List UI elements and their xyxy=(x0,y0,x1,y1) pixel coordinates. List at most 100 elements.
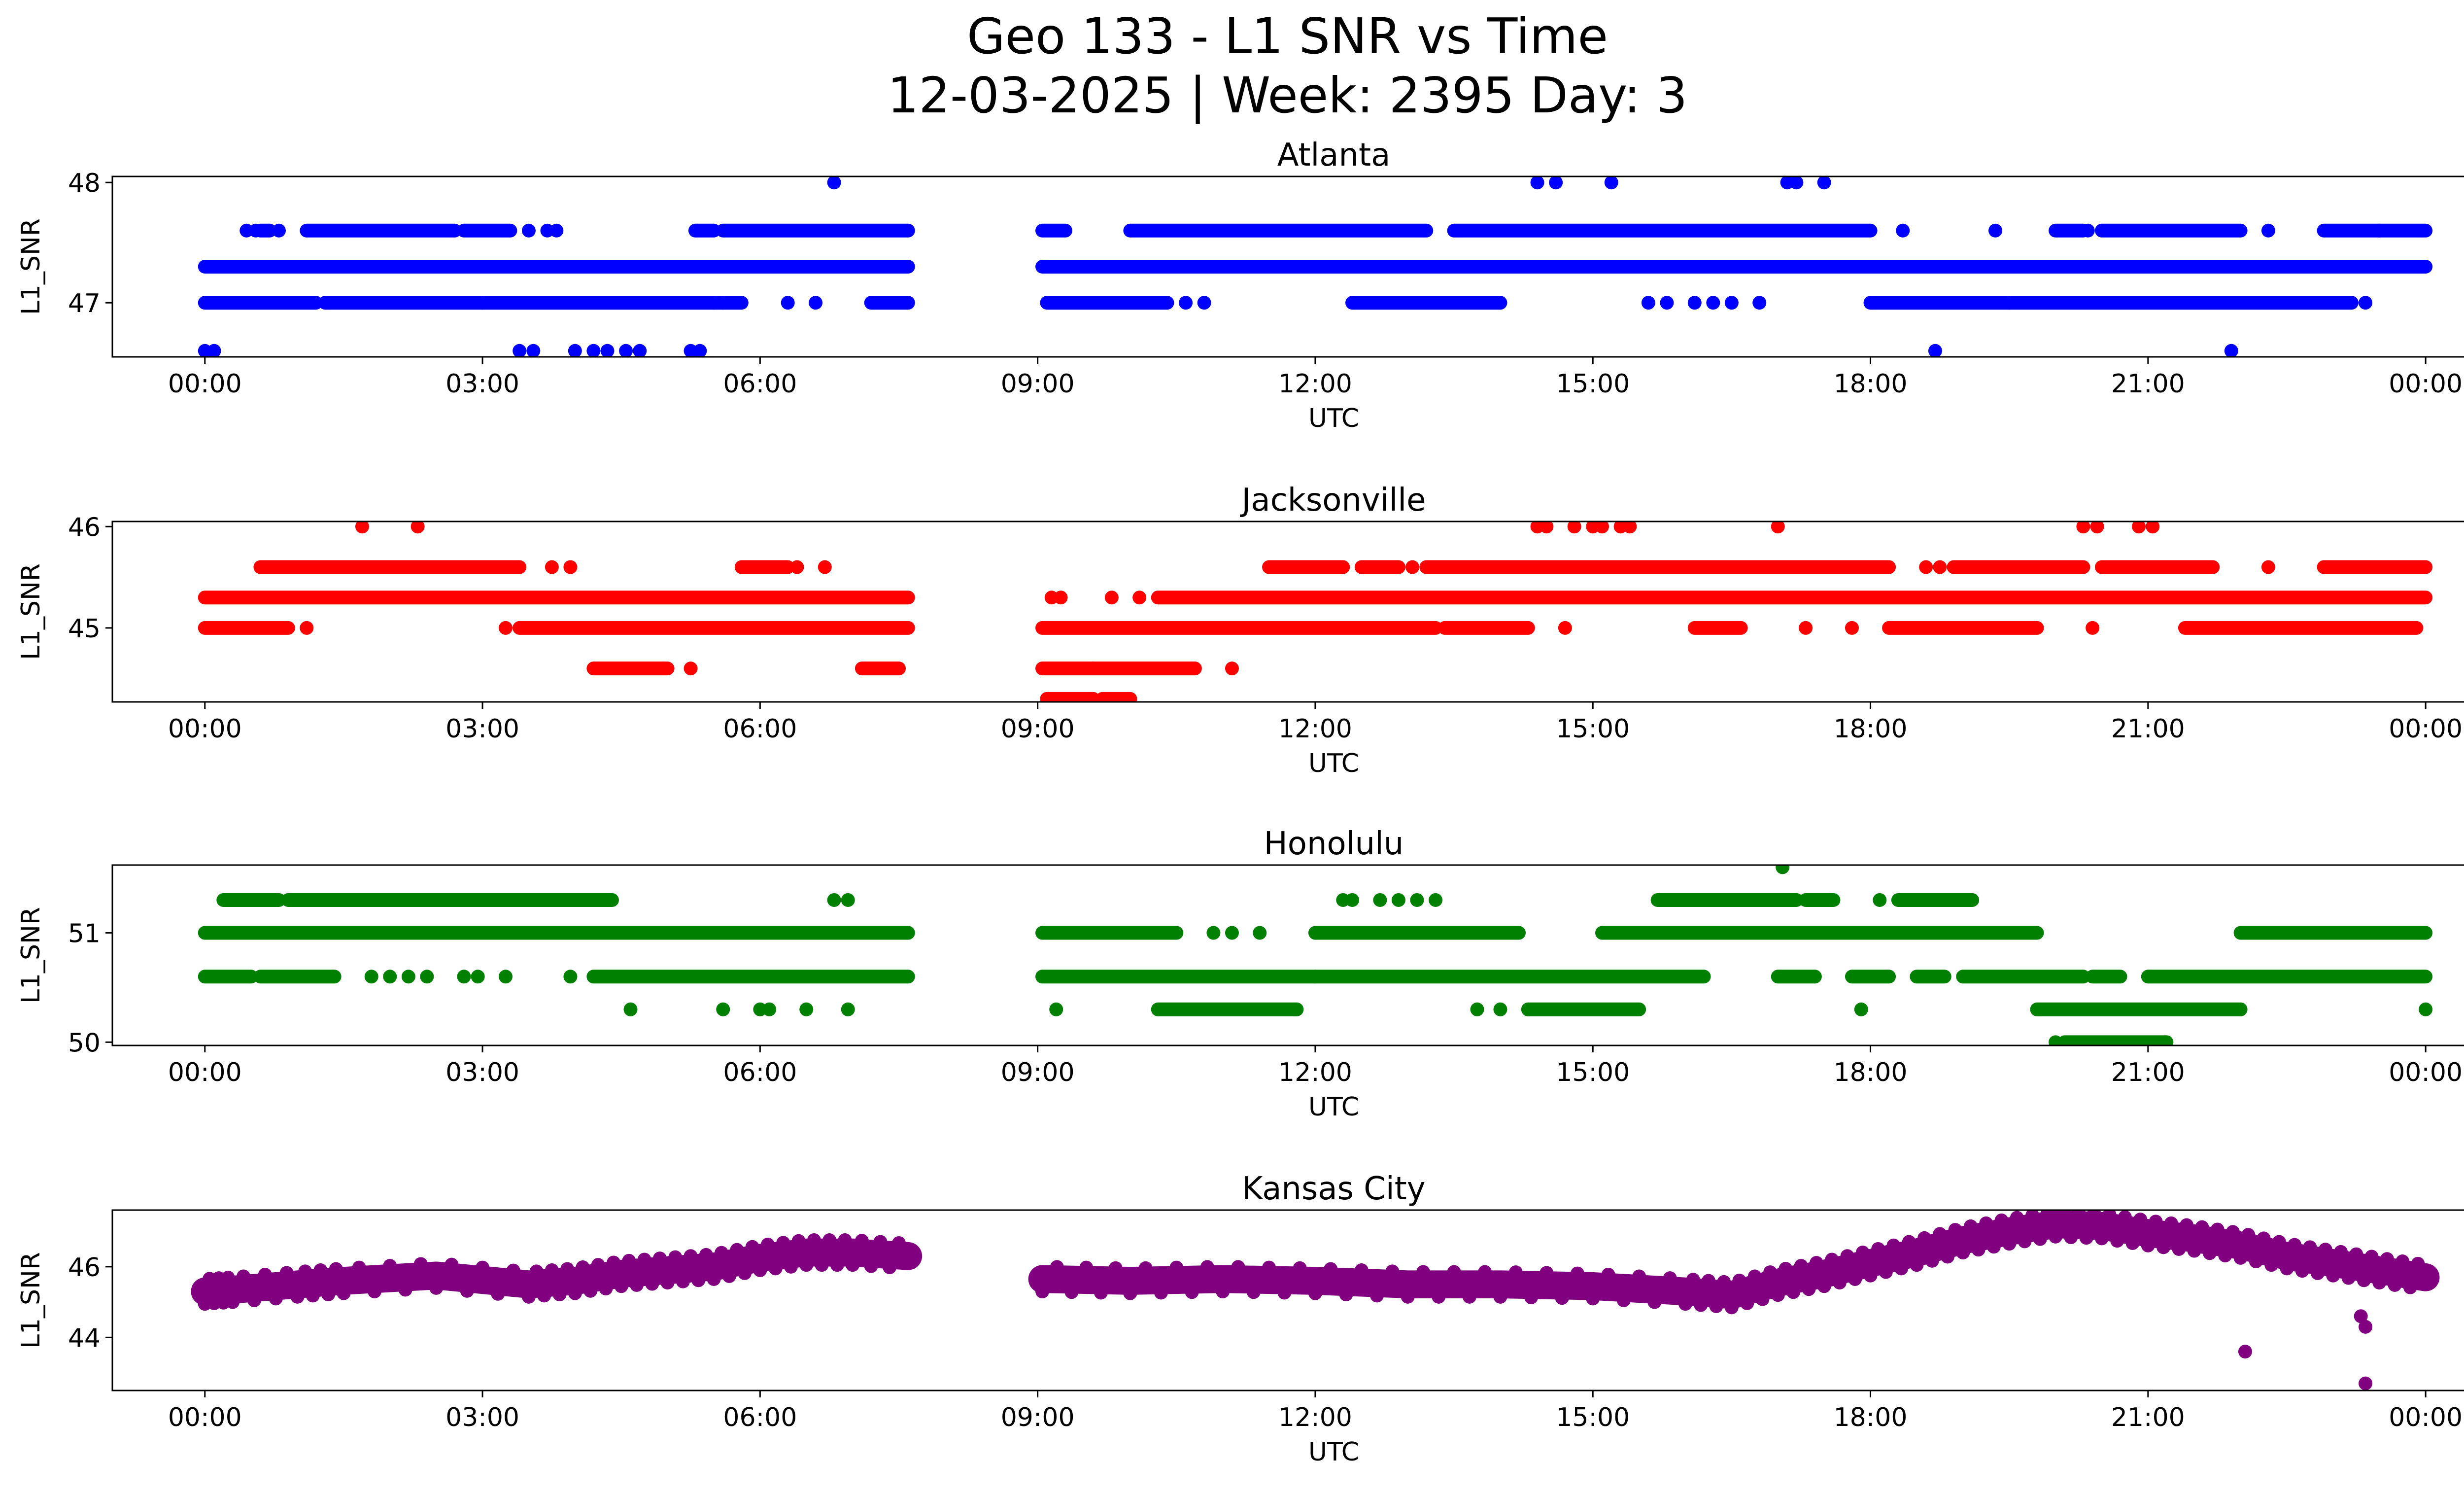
data-point xyxy=(2033,1232,2047,1246)
y-tick-label: 47 xyxy=(68,289,101,318)
data-point xyxy=(1817,1279,1831,1293)
data-point xyxy=(600,344,615,357)
data-point xyxy=(1832,1276,1847,1290)
data-point xyxy=(1339,1287,1353,1302)
x-tick-label: 09:00 xyxy=(1001,369,1075,399)
data-point xyxy=(637,1252,651,1267)
data-point xyxy=(563,970,578,984)
figure-title-line2: 12-03-2025 | Week: 2395 Day: 3 xyxy=(887,67,1688,124)
data-point xyxy=(237,1269,251,1284)
data-point xyxy=(1054,591,1068,605)
data-point xyxy=(513,344,527,357)
data-point xyxy=(429,1281,444,1295)
data-point xyxy=(1079,1260,1094,1275)
data-point xyxy=(537,1288,551,1303)
data-point xyxy=(684,1249,698,1263)
data-point xyxy=(1373,893,1387,907)
data-point xyxy=(2081,223,2095,238)
data-point xyxy=(2295,1264,2309,1278)
data-point xyxy=(633,344,647,357)
data-point xyxy=(1231,1260,1245,1274)
data-point xyxy=(699,1248,713,1262)
data-point xyxy=(668,1250,683,1264)
data-point xyxy=(1799,621,1813,635)
data-point xyxy=(1933,1227,1947,1241)
data-point xyxy=(799,1002,814,1016)
data-point xyxy=(2403,1280,2417,1294)
data-point xyxy=(1558,621,1572,635)
data-point xyxy=(247,1293,261,1307)
data-point xyxy=(715,1246,729,1260)
data-point xyxy=(809,296,823,310)
data-point xyxy=(2280,1261,2294,1276)
data-point xyxy=(383,970,397,984)
data-point xyxy=(476,1260,490,1275)
data-point xyxy=(2261,223,2275,238)
data-point xyxy=(1493,1002,1507,1016)
data-point xyxy=(1570,1266,1584,1281)
data-point xyxy=(1508,1265,1523,1280)
data-point xyxy=(1786,1285,1801,1299)
data-point xyxy=(586,344,601,357)
data-point xyxy=(2288,1238,2302,1252)
data-point xyxy=(2102,1210,2117,1222)
data-point xyxy=(2146,522,2160,534)
data-point xyxy=(730,1243,744,1257)
x-tick-label: 09:00 xyxy=(1001,1058,1075,1087)
data-point xyxy=(249,223,263,238)
data-point xyxy=(2388,1278,2402,1292)
x-tick-label: 12:00 xyxy=(1278,1058,1352,1087)
data-point xyxy=(827,176,841,190)
data-point xyxy=(1752,296,1767,310)
data-point xyxy=(841,1002,855,1016)
data-point xyxy=(1405,560,1420,574)
data-point xyxy=(1724,1300,1739,1315)
data-point xyxy=(2354,1309,2368,1323)
data-point xyxy=(2326,1268,2340,1283)
data-point xyxy=(1694,1298,1708,1312)
data-point xyxy=(413,1257,428,1271)
panel-title: Jacksonville xyxy=(1240,482,1426,519)
data-point xyxy=(781,296,795,310)
data-point xyxy=(258,1267,272,1282)
data-point xyxy=(1567,522,1581,534)
data-point xyxy=(745,1240,759,1254)
data-point xyxy=(1429,893,1443,907)
data-point xyxy=(1595,522,1609,534)
data-point xyxy=(1123,1286,1137,1300)
data-point xyxy=(630,1278,644,1292)
x-tick-label: 09:00 xyxy=(1001,714,1075,744)
data-point xyxy=(545,560,559,574)
data-point xyxy=(1986,1240,2001,1254)
data-point xyxy=(684,661,698,676)
y-axis-label: L1_SNR xyxy=(16,1252,46,1349)
data-point xyxy=(815,1258,829,1272)
data-point xyxy=(1478,1265,1492,1279)
data-point xyxy=(1963,1219,1978,1233)
y-axis-label: L1_SNR xyxy=(16,218,46,315)
y-tick-label: 46 xyxy=(68,513,101,542)
x-tick-label: 00:00 xyxy=(168,1058,242,1087)
data-point xyxy=(623,1002,638,1016)
data-point xyxy=(784,1259,798,1274)
panel-kansas-city: Kansas City L1_SNR 44 46 00:00 03:00 06:00 09:0… xyxy=(16,1171,2464,1467)
data-point xyxy=(1246,1285,1261,1299)
data-point xyxy=(1293,1261,1307,1275)
data-point xyxy=(1896,223,1910,238)
data-point xyxy=(563,560,578,574)
data-point xyxy=(883,1260,897,1275)
data-point xyxy=(1740,1296,1754,1310)
data-point xyxy=(1493,1289,1507,1304)
data-point xyxy=(568,344,582,357)
data-point xyxy=(1104,591,1119,605)
data-point xyxy=(1663,1271,1677,1286)
data-point xyxy=(272,223,286,238)
data-point xyxy=(1308,1286,1322,1300)
data-point xyxy=(2079,1231,2093,1245)
data-point xyxy=(1928,344,1942,357)
data-point xyxy=(2303,1240,2317,1254)
data-point xyxy=(2334,1245,2348,1259)
data-point xyxy=(1709,1299,1723,1313)
data-point xyxy=(827,893,841,907)
data-point xyxy=(791,1234,806,1248)
